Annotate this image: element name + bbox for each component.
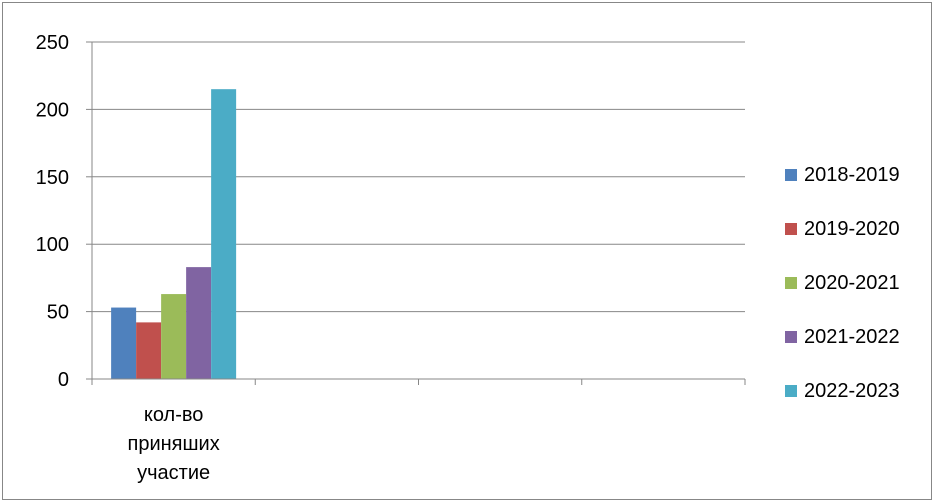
x-category-label: кол-во <box>144 404 204 426</box>
legend-label: 2020-2021 <box>804 272 900 294</box>
x-axis-labels: кол-во приняших участие <box>128 404 220 484</box>
y-tick-label: 150 <box>36 167 69 189</box>
legend-swatch <box>785 385 797 397</box>
bar-2022-2023 <box>211 89 237 380</box>
legend-label: 2019-2020 <box>804 218 900 240</box>
y-axis-ticks: 0 50 100 150 200 250 <box>36 32 92 391</box>
legend-label: 2018-2019 <box>804 164 900 186</box>
y-tick-label: 200 <box>36 99 69 121</box>
legend-label: 2021-2022 <box>804 326 900 348</box>
bars <box>111 89 237 380</box>
legend: 2018-2019 2019-2020 2020-2021 2021-2022 2022… <box>785 164 900 402</box>
legend-swatch <box>785 331 797 343</box>
legend-swatch <box>785 223 797 235</box>
axes <box>91 42 746 385</box>
y-tick-label: 100 <box>36 234 69 256</box>
bar-2021-2022 <box>186 267 212 379</box>
y-tick-label: 0 <box>58 369 69 391</box>
legend-swatch <box>785 169 797 181</box>
y-tick-label: 50 <box>47 302 69 324</box>
legend-swatch <box>785 277 797 289</box>
bar-2019-2020 <box>136 322 162 379</box>
bar-2020-2021 <box>161 294 187 379</box>
y-tick-label: 250 <box>36 32 69 54</box>
legend-label: 2022-2023 <box>804 380 900 402</box>
bar-2018-2019 <box>111 307 137 379</box>
x-category-label: участие <box>137 462 210 484</box>
x-category-label: приняших <box>128 433 220 455</box>
